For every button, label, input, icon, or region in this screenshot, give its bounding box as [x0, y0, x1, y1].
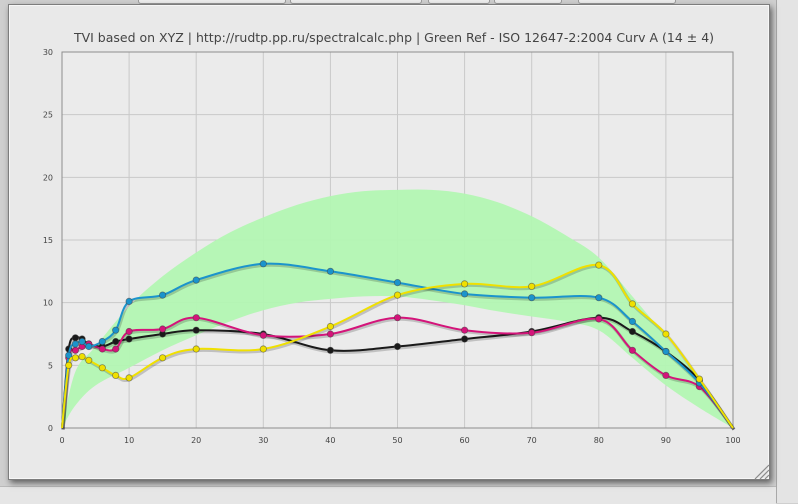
data-point[interactable]	[125, 374, 133, 382]
data-point[interactable]	[112, 371, 120, 379]
data-point[interactable]	[112, 337, 120, 346]
series-2	[61, 314, 736, 431]
x-tick-label: 90	[661, 436, 671, 445]
axes	[61, 51, 734, 429]
y-tick-label: 15	[43, 236, 53, 245]
x-tick-label: 10	[124, 436, 134, 445]
x-axis-ticks: 0 10 20 30 40 50 60 70 80 90 100	[59, 436, 740, 445]
window-bottom-edge	[0, 486, 776, 504]
x-tick-label: 100	[725, 436, 740, 445]
data-point[interactable]	[326, 322, 334, 331]
data-point[interactable]	[112, 326, 120, 334]
x-tick-label: 60	[460, 436, 470, 445]
data-point[interactable]	[85, 356, 93, 364]
resize-grip-icon[interactable]	[752, 462, 770, 480]
data-point[interactable]	[65, 361, 73, 369]
data-point[interactable]	[85, 342, 93, 351]
data-point[interactable]	[628, 346, 637, 354]
y-tick-label: 0	[48, 424, 53, 433]
x-tick-label: 40	[325, 436, 335, 445]
data-point[interactable]	[78, 337, 86, 346]
chart-title: TVI based on XYZ | http://rudtp.pp.ru/sp…	[73, 30, 714, 45]
data-point[interactable]	[460, 290, 469, 298]
data-point[interactable]	[528, 294, 536, 302]
x-tick-label: 20	[191, 436, 201, 445]
data-point[interactable]	[65, 351, 73, 359]
data-point[interactable]	[695, 375, 704, 383]
data-point[interactable]	[595, 294, 603, 302]
scroll-area[interactable]	[776, 0, 798, 503]
x-tick-label: 80	[594, 436, 604, 445]
data-point[interactable]	[125, 335, 133, 343]
series-4	[61, 261, 736, 431]
y-tick-label: 25	[43, 111, 53, 120]
data-point[interactable]	[125, 297, 133, 305]
toolbar-tab-4[interactable]	[494, 0, 562, 4]
data-point[interactable]	[192, 314, 200, 322]
data-point[interactable]	[528, 329, 536, 337]
x-tick-label: 30	[258, 436, 268, 445]
data-point[interactable]	[98, 345, 106, 353]
reference-band-area	[62, 189, 733, 428]
data-point[interactable]	[71, 340, 80, 348]
data-point[interactable]	[628, 317, 637, 326]
series-layer	[61, 260, 736, 431]
plot-frame	[61, 51, 734, 429]
data-point[interactable]	[98, 337, 106, 346]
data-point[interactable]	[159, 291, 167, 299]
data-point[interactable]	[71, 354, 80, 362]
data-point[interactable]	[326, 267, 334, 275]
x-tick-label: 50	[392, 436, 402, 445]
toolbar-tab-3[interactable]	[428, 0, 490, 4]
data-point[interactable]	[628, 327, 637, 336]
data-point[interactable]	[460, 280, 469, 288]
data-point[interactable]	[662, 347, 670, 356]
y-axis-ticks: 0 5 10 15 20 25 30	[43, 48, 53, 433]
data-point[interactable]	[595, 315, 603, 323]
reference-band	[62, 189, 733, 428]
data-point[interactable]	[98, 364, 106, 372]
data-point[interactable]	[393, 291, 402, 299]
top-toolbar-remnant	[0, 0, 798, 4]
data-point[interactable]	[192, 345, 200, 353]
data-point[interactable]	[393, 342, 402, 351]
data-point[interactable]	[159, 325, 167, 333]
data-point[interactable]	[662, 330, 670, 338]
data-point[interactable]	[460, 335, 469, 343]
data-point[interactable]	[259, 345, 267, 353]
y-tick-label: 10	[43, 299, 53, 308]
data-point[interactable]	[259, 331, 267, 339]
data-point[interactable]	[326, 346, 334, 354]
data-point[interactable]	[78, 352, 86, 361]
y-tick-label: 30	[43, 48, 53, 57]
data-point[interactable]	[112, 345, 120, 353]
data-point[interactable]	[595, 261, 603, 269]
toolbar-tab-1[interactable]	[138, 0, 286, 4]
y-tick-label: 5	[48, 361, 53, 370]
x-tick-label: 0	[59, 436, 64, 445]
data-point[interactable]	[326, 330, 334, 338]
toolbar-tab-2[interactable]	[290, 0, 422, 4]
data-point[interactable]	[259, 260, 267, 268]
data-point[interactable]	[192, 276, 200, 284]
data-point[interactable]	[460, 326, 469, 334]
toolbar-tab-5[interactable]	[578, 0, 676, 4]
series-3	[61, 260, 736, 431]
data-point[interactable]	[159, 354, 167, 362]
x-tick-label: 70	[527, 436, 537, 445]
data-point[interactable]	[628, 300, 637, 308]
y-tick-label: 20	[43, 173, 53, 182]
data-point[interactable]	[528, 282, 536, 290]
data-point[interactable]	[71, 334, 80, 342]
data-point[interactable]	[393, 278, 402, 287]
data-point[interactable]	[393, 314, 402, 322]
data-point[interactable]	[192, 326, 200, 334]
data-point[interactable]	[125, 327, 133, 336]
data-point[interactable]	[662, 371, 670, 379]
